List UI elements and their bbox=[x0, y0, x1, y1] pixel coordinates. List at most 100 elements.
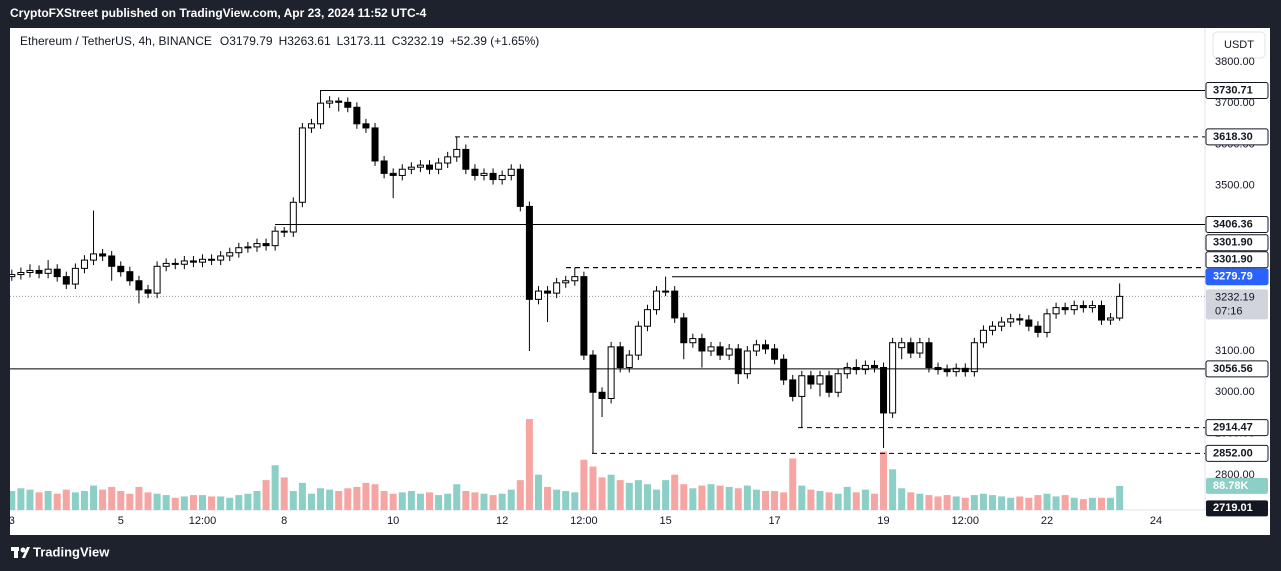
volume-bar bbox=[1007, 497, 1015, 510]
scale-low-badge bbox=[1206, 500, 1268, 517]
candle-body bbox=[389, 172, 397, 176]
candle-body bbox=[171, 262, 179, 265]
candle-body bbox=[62, 276, 70, 285]
volume-bar bbox=[380, 491, 388, 510]
volume-bar bbox=[516, 480, 524, 510]
volume-bar bbox=[1025, 497, 1033, 510]
candle-body bbox=[35, 269, 43, 274]
volume-bar bbox=[698, 485, 706, 510]
volume-bar bbox=[789, 458, 797, 510]
volume-bar bbox=[298, 482, 306, 510]
volume-bar bbox=[716, 485, 724, 510]
volume-bar bbox=[1097, 497, 1105, 510]
candle-body bbox=[126, 271, 134, 282]
candle-body bbox=[189, 260, 197, 263]
volume-bar bbox=[807, 489, 815, 510]
candle-body bbox=[362, 123, 370, 129]
volume-bar bbox=[307, 493, 315, 510]
volume-bar bbox=[471, 492, 479, 510]
candle-body bbox=[680, 317, 688, 344]
candle-body bbox=[553, 282, 561, 294]
level-badge-label: 3301.90 bbox=[1213, 254, 1253, 266]
volume-bar bbox=[171, 497, 179, 510]
candle-body bbox=[435, 162, 443, 170]
candle-body bbox=[598, 391, 606, 399]
price-badge-label: 3232.19 bbox=[1215, 291, 1255, 303]
candle-body bbox=[834, 373, 842, 393]
candle-body bbox=[998, 321, 1006, 327]
volume-bar bbox=[725, 486, 733, 510]
volume-bar bbox=[752, 489, 760, 510]
volume-bar bbox=[816, 491, 824, 510]
candle-body bbox=[1116, 295, 1124, 319]
level-badge bbox=[1205, 234, 1269, 252]
volume-bar bbox=[217, 496, 225, 510]
candle-body bbox=[861, 364, 869, 371]
candle-body bbox=[208, 258, 216, 261]
candle-body bbox=[707, 346, 715, 352]
candle-body bbox=[689, 338, 697, 344]
volume-bar bbox=[961, 497, 969, 510]
currency-button[interactable] bbox=[1212, 31, 1266, 59]
candle-body bbox=[771, 348, 779, 360]
x-tick-label: 12:00 bbox=[189, 515, 217, 527]
volume-bar bbox=[135, 486, 143, 510]
volume-bar bbox=[798, 485, 806, 510]
candle-body bbox=[880, 367, 888, 414]
candle-body bbox=[544, 290, 552, 294]
candle-body bbox=[643, 309, 651, 327]
volume-bar bbox=[289, 491, 297, 510]
candle-body bbox=[1007, 318, 1015, 323]
volume-bar bbox=[126, 493, 134, 510]
volume-bar bbox=[162, 495, 170, 510]
candle-body bbox=[108, 255, 116, 267]
level-badge bbox=[1205, 81, 1269, 99]
candle-body bbox=[253, 243, 261, 248]
volume-bar bbox=[189, 495, 197, 510]
candle-body bbox=[589, 354, 597, 393]
volume-bar bbox=[326, 489, 334, 510]
candle-body bbox=[480, 172, 488, 176]
x-tick-label: 12:00 bbox=[570, 515, 598, 527]
level-badge bbox=[1205, 444, 1269, 462]
candle-body bbox=[180, 260, 188, 265]
volume-bar bbox=[1070, 497, 1078, 510]
candle-body bbox=[952, 367, 960, 373]
candle-body bbox=[71, 267, 79, 285]
candle-body bbox=[607, 346, 615, 399]
candle-body bbox=[1061, 307, 1069, 311]
level-badge-label: 3301.90 bbox=[1213, 237, 1253, 249]
volume-bar bbox=[426, 492, 434, 510]
volume-bar bbox=[707, 484, 715, 510]
candle-body bbox=[671, 290, 679, 319]
volume-bar bbox=[371, 484, 379, 510]
candle-body bbox=[662, 290, 670, 293]
volume-bar bbox=[943, 495, 951, 510]
candle-body bbox=[44, 268, 52, 274]
candle-body bbox=[117, 265, 125, 273]
candle-body bbox=[90, 253, 98, 261]
candle-body bbox=[870, 364, 878, 369]
level-badge-label: 2852.00 bbox=[1213, 447, 1253, 459]
candle-body bbox=[380, 160, 388, 174]
volume-bar bbox=[643, 484, 651, 510]
volume-bar bbox=[44, 491, 52, 510]
volume-bar bbox=[889, 469, 897, 510]
candle-body bbox=[17, 272, 25, 276]
candle-body bbox=[407, 166, 415, 170]
candle-body bbox=[289, 201, 297, 233]
x-tick-label: 22 bbox=[1041, 515, 1053, 527]
level-badge-label: 3618.30 bbox=[1213, 131, 1253, 143]
price-axis: 2800.002900.003000.003100.003200.003300.… bbox=[1205, 56, 1269, 517]
candle-body bbox=[198, 258, 206, 263]
x-tick-label: 19 bbox=[877, 515, 889, 527]
level-badge bbox=[1205, 251, 1269, 269]
volume-bar bbox=[934, 496, 942, 510]
volume-bar bbox=[852, 492, 860, 510]
volume-bar bbox=[780, 492, 788, 510]
price-badge bbox=[1206, 289, 1268, 320]
candle-body bbox=[943, 369, 951, 373]
candle-body bbox=[816, 375, 824, 385]
currency-label[interactable]: USDT bbox=[1224, 39, 1254, 51]
